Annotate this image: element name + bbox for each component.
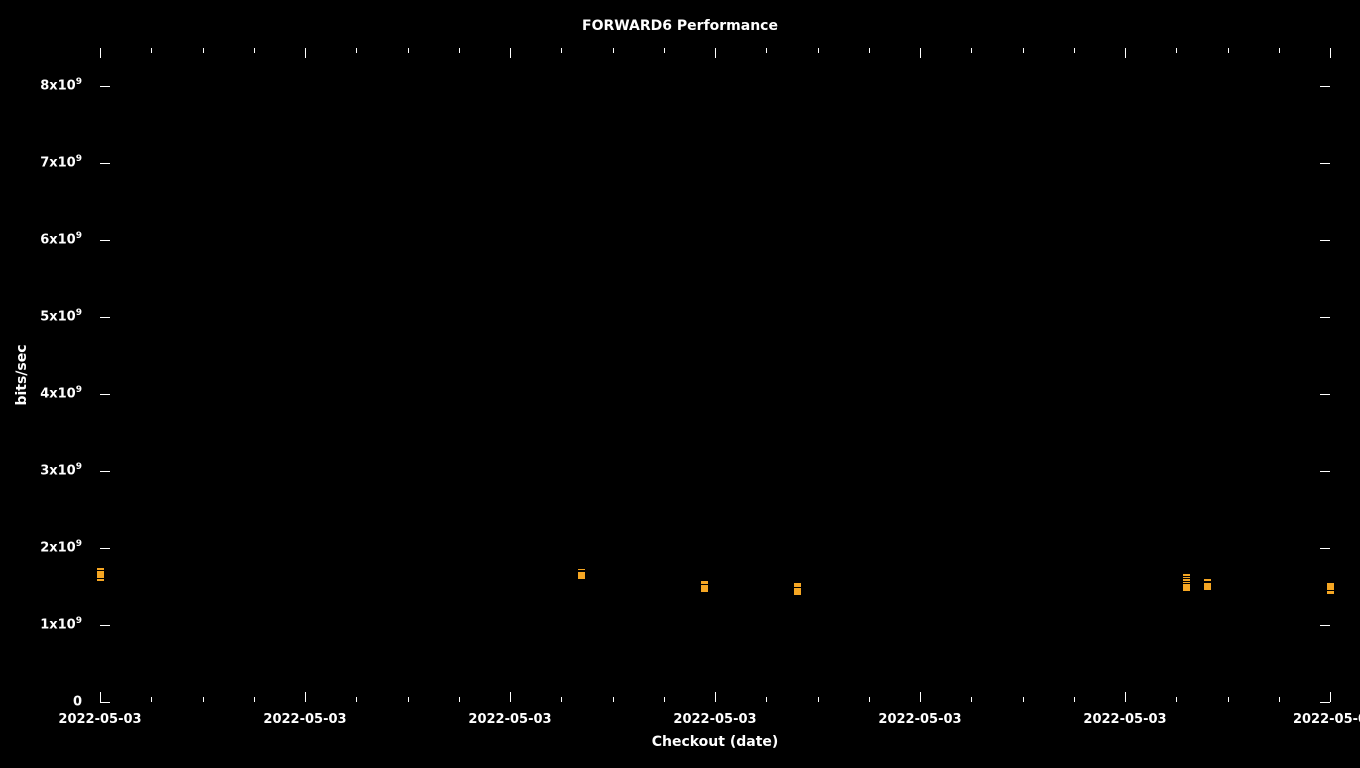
x-minor-tick [254,48,255,53]
y-tick-mark [100,240,110,241]
data-point [700,584,709,593]
y-tick-mark [100,86,110,87]
y-axis-label: bits/sec [14,344,30,405]
x-minor-tick [356,48,357,53]
y-tick-mark [100,163,110,164]
x-tick-mark [920,48,921,58]
x-tick-label: 2022-05-03 [468,702,551,727]
x-minor-tick [1228,48,1229,53]
x-minor-tick [971,697,972,702]
x-tick-label: 2022-05-03 [58,702,141,727]
y-tick-mark [1320,394,1330,395]
x-tick-mark [1330,48,1331,58]
x-tick-mark [510,692,511,702]
x-minor-tick [561,697,562,702]
y-tick-label: 3x109 [40,464,100,479]
x-minor-tick [459,48,460,53]
x-minor-tick [1279,697,1280,702]
x-minor-tick [561,48,562,53]
x-minor-tick [1023,48,1024,53]
x-minor-tick [1279,48,1280,53]
y-tick-label: 1x109 [40,618,100,633]
x-minor-tick [459,697,460,702]
x-minor-tick [1074,48,1075,53]
x-tick-mark [920,692,921,702]
y-tick-mark [1320,625,1330,626]
x-minor-tick [203,48,204,53]
x-minor-tick [151,697,152,702]
x-tick-mark [510,48,511,58]
x-minor-tick [408,48,409,53]
plot-area: bits/sec Checkout (date) 01x1092x1093x10… [100,48,1330,702]
x-tick-mark [305,692,306,702]
y-tick-label: 6x109 [40,233,100,248]
x-minor-tick [766,48,767,53]
x-minor-tick [254,697,255,702]
y-tick-label: 7x109 [40,156,100,171]
y-tick-label: 4x109 [40,387,100,402]
x-tick-label: 2022-05-03 [673,702,756,727]
y-tick-mark [100,471,110,472]
x-minor-tick [1176,48,1177,53]
data-point [577,571,586,580]
y-tick-mark [1320,548,1330,549]
x-tick-mark [1125,48,1126,58]
x-minor-tick [203,697,204,702]
x-minor-tick [1023,697,1024,702]
x-minor-tick [1176,697,1177,702]
y-tick-mark [1320,471,1330,472]
y-tick-mark [100,317,110,318]
x-tick-mark [100,692,101,702]
y-tick-label: 5x109 [40,310,100,325]
x-minor-tick [664,697,665,702]
x-tick-label: 2022-05-03 [263,702,346,727]
data-point [1326,582,1335,591]
y-tick-mark [1320,163,1330,164]
y-tick-label: 8x109 [40,79,100,94]
x-minor-tick [151,48,152,53]
chart-title: FORWARD6 Performance [0,18,1360,34]
x-minor-tick [869,697,870,702]
x-minor-tick [664,48,665,53]
x-axis-label: Checkout (date) [100,734,1330,750]
x-tick-label: 2022-05-0 [1293,702,1360,727]
y-tick-mark [1320,317,1330,318]
x-tick-mark [715,692,716,702]
x-tick-mark [1125,692,1126,702]
data-point [1203,582,1212,591]
y-tick-mark [1320,240,1330,241]
data-point [1182,583,1191,592]
y-tick-label: 2x109 [40,541,100,556]
x-minor-tick [356,697,357,702]
data-point [793,587,802,596]
x-minor-tick [971,48,972,53]
y-tick-mark [100,625,110,626]
x-minor-tick [1074,697,1075,702]
x-tick-mark [100,48,101,58]
x-tick-label: 2022-05-03 [878,702,961,727]
y-tick-mark [100,548,110,549]
y-tick-mark [1320,86,1330,87]
x-tick-mark [1330,692,1331,702]
data-point [96,570,105,579]
x-tick-mark [305,48,306,58]
x-minor-tick [613,697,614,702]
y-tick-mark [100,394,110,395]
x-tick-label: 2022-05-03 [1083,702,1166,727]
performance-chart: FORWARD6 Performance bits/sec Checkout (… [0,0,1360,768]
x-minor-tick [408,697,409,702]
x-minor-tick [869,48,870,53]
x-minor-tick [613,48,614,53]
x-tick-mark [715,48,716,58]
x-minor-tick [818,48,819,53]
x-minor-tick [818,697,819,702]
x-minor-tick [1228,697,1229,702]
x-minor-tick [766,697,767,702]
